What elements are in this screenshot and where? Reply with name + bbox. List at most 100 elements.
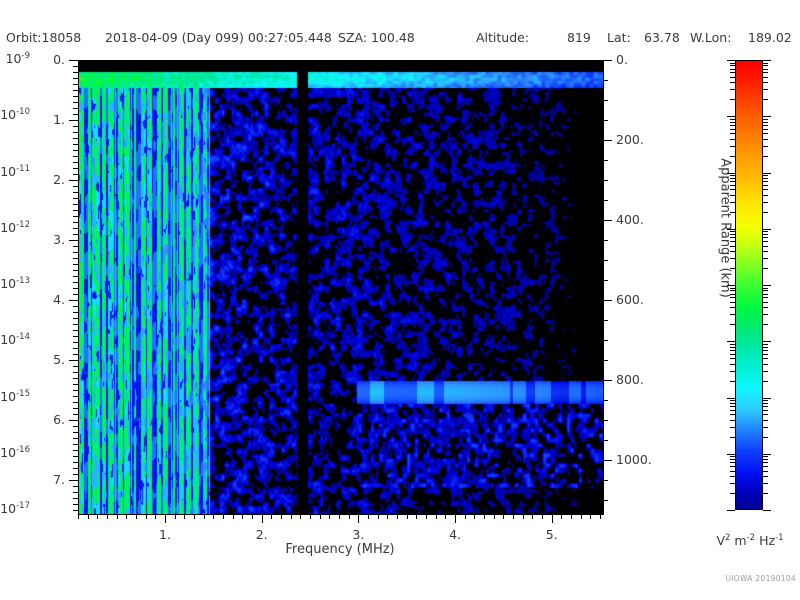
- colorbar-minor-tick: [763, 194, 768, 196]
- colorbar-minor-tick: [730, 177, 735, 179]
- colorbar-minor-tick: [763, 231, 768, 233]
- axis-tick: [69, 180, 78, 181]
- axis-tick: [484, 514, 486, 519]
- colorbar-minor-tick: [763, 363, 768, 365]
- colorbar-minor-tick: [763, 211, 768, 213]
- axis-tick: [184, 514, 186, 519]
- axis-tick: [73, 486, 78, 487]
- colorbar-minor-tick: [730, 493, 735, 495]
- colorbar-minor-tick: [730, 466, 735, 468]
- axis-tick-label: 2.: [255, 527, 268, 542]
- header-lat-label: Lat:: [607, 30, 631, 45]
- colorbar-minor-tick: [730, 314, 735, 316]
- axis-tick: [73, 174, 78, 175]
- colorbar-minor-tick: [730, 175, 735, 177]
- colorbar-minor-tick: [730, 483, 735, 485]
- colorbar-minor-tick: [763, 268, 768, 270]
- axis-tick: [73, 258, 78, 259]
- colorbar-minor-tick: [730, 68, 735, 70]
- axis-tick: [551, 514, 553, 523]
- axis-tick: [73, 414, 78, 415]
- axis-tick: [73, 426, 78, 427]
- header-datetime: 2018-04-09 (Day 099) 00:27:05.448: [105, 30, 332, 45]
- colorbar-minor-tick: [730, 121, 735, 123]
- colorbar-minor-tick: [763, 251, 768, 253]
- axis-tick-label: 4.: [449, 527, 462, 542]
- colorbar-minor-tick: [730, 409, 735, 411]
- colorbar-minor-tick: [763, 118, 768, 120]
- colorbar-minor-tick: [730, 290, 735, 292]
- axis-tick: [73, 222, 78, 223]
- colorbar-minor-tick: [730, 293, 735, 295]
- colorbar-tick: [763, 116, 771, 118]
- axis-tick: [329, 514, 331, 519]
- axis-tick: [513, 514, 515, 519]
- colorbar-tick: [763, 341, 771, 343]
- colorbar-minor-tick: [763, 307, 768, 309]
- axis-tick: [416, 514, 418, 519]
- colorbar-minor-tick: [763, 287, 768, 289]
- colorbar-minor-tick: [763, 138, 768, 140]
- colorbar-tick-label: 10-13: [0, 276, 30, 292]
- axis-tick: [603, 320, 608, 322]
- axis-tick: [590, 514, 592, 519]
- axis-tick: [603, 240, 608, 242]
- axis-tick: [69, 120, 78, 121]
- colorbar-minor-tick: [763, 370, 768, 372]
- axis-tick: [358, 514, 360, 523]
- axis-tick: [603, 440, 608, 442]
- axis-tick: [73, 450, 78, 451]
- colorbar-minor-tick: [730, 245, 735, 247]
- axis-tick: [290, 514, 292, 519]
- axis-tick: [73, 114, 78, 115]
- axis-tick: [603, 300, 612, 302]
- colorbar-tick-label: 10-11: [0, 163, 30, 179]
- colorbar-minor-tick: [730, 456, 735, 458]
- axis-tick: [73, 366, 78, 367]
- axis-tick-label: 3.: [53, 232, 65, 247]
- axis-tick-label: 1.: [159, 527, 171, 542]
- axis-tick: [73, 264, 78, 265]
- axis-tick: [165, 514, 166, 523]
- axis-tick: [73, 444, 78, 445]
- axis-tick-label: 400.: [616, 212, 644, 228]
- axis-tick: [73, 312, 78, 313]
- axis-tick: [73, 474, 78, 475]
- colorbar-tick: [727, 60, 735, 61]
- colorbar: [735, 60, 763, 510]
- axis-tick: [435, 514, 437, 519]
- colorbar-minor-tick: [763, 76, 768, 78]
- axis-tick: [73, 162, 78, 163]
- axis-tick: [603, 420, 608, 422]
- colorbar-minor-tick: [730, 358, 735, 360]
- colorbar-minor-tick: [730, 72, 735, 74]
- colorbar-minor-tick: [763, 436, 768, 438]
- colorbar-minor-tick: [763, 181, 768, 183]
- colorbar-minor-tick: [730, 462, 735, 464]
- axis-tick: [603, 200, 608, 202]
- axis-tick: [136, 514, 137, 519]
- axis-tick: [542, 514, 544, 519]
- colorbar-minor-tick: [763, 346, 768, 348]
- radargram-heatmap: [79, 61, 603, 514]
- axis-tick: [73, 144, 78, 145]
- axis-tick: [73, 408, 78, 409]
- colorbar-minor-tick: [730, 124, 735, 126]
- colorbar-minor-tick: [730, 89, 735, 91]
- colorbar-minor-tick: [763, 343, 768, 345]
- axis-tick: [69, 360, 78, 361]
- axis-tick: [78, 514, 79, 519]
- axis-tick: [69, 60, 78, 61]
- colorbar-minor-tick: [730, 470, 735, 472]
- colorbar-tick-label: 10-9: [5, 51, 30, 67]
- axis-tick: [73, 510, 78, 511]
- axis-tick: [603, 120, 608, 122]
- axis-tick: [73, 306, 78, 307]
- axis-tick: [73, 96, 78, 97]
- axis-tick: [73, 342, 78, 343]
- axis-tick: [73, 204, 78, 205]
- axis-tick: [73, 318, 78, 319]
- colorbar-minor-tick: [763, 62, 768, 64]
- colorbar-minor-tick: [763, 133, 768, 135]
- colorbar-minor-tick: [730, 76, 735, 78]
